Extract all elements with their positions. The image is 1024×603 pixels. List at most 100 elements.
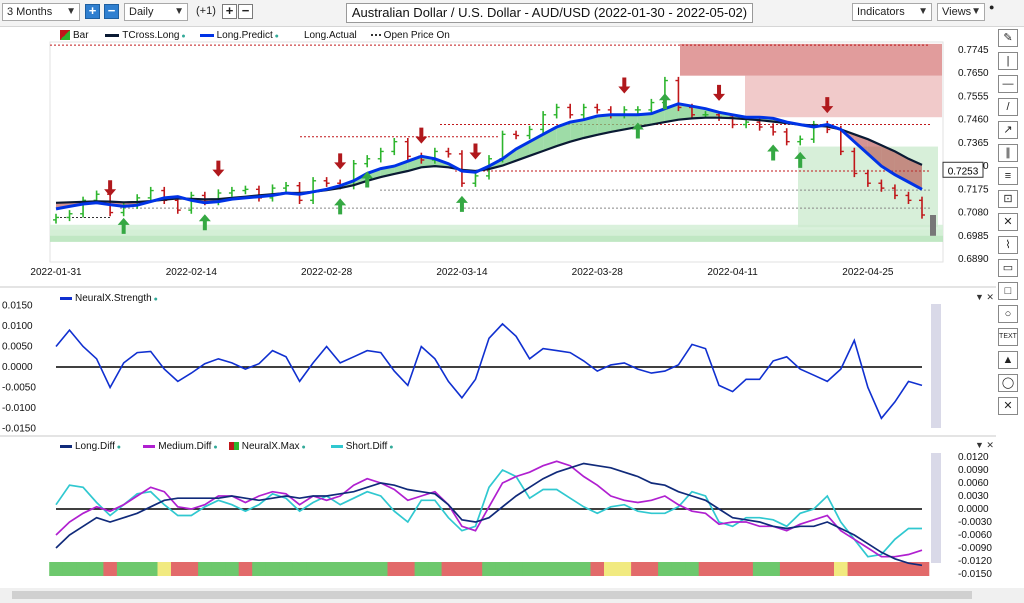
measure-icon[interactable]: ⊡ (998, 190, 1018, 208)
sell-signal-arrow-icon (212, 160, 225, 177)
zoom-out-button[interactable]: − (104, 4, 119, 19)
bar-legend[interactable]: Bar (60, 30, 89, 41)
callout-icon[interactable]: ▭ (998, 259, 1018, 277)
channel-icon[interactable]: ∥ (998, 144, 1018, 162)
strength-panel[interactable]: 0.0150 0.0100 0.0050 0.0000 -0.0050 -0.0100 -0… (2, 301, 941, 435)
cross-icon[interactable]: ✕ (998, 213, 1018, 231)
main-legend: Bar TCross.Long ● Long.Predict ● Long.Ac… (60, 30, 450, 41)
neuralx-max-cell (793, 562, 808, 576)
neuralx-max-cell (103, 562, 118, 576)
chevron-down-icon: ▼ (66, 6, 76, 17)
neuralx-max-cell (820, 562, 835, 576)
pencil-icon[interactable]: ✎ (998, 29, 1018, 47)
cross-fill-segment (610, 114, 625, 132)
trend-line-icon[interactable]: / (998, 98, 1018, 116)
panel-menu-icon[interactable]: ▼ ✕ (975, 292, 994, 302)
strength-tick-label: 0.0050 (2, 342, 33, 353)
buy-signal-arrow-icon (794, 151, 807, 168)
price-panel[interactable]: 0.77450.76500.75550.74600.73650.72700.71… (30, 41, 989, 278)
period-dropdown[interactable]: 3 Months ▼ (2, 3, 80, 21)
diff-tick-label: -0.0060 (958, 530, 992, 541)
rectangle-icon[interactable]: □ (998, 282, 1018, 300)
interval-dropdown[interactable]: Daily ▼ (124, 3, 188, 21)
horizontal-line-icon[interactable]: — (998, 75, 1018, 93)
neuralx-max-cell (171, 562, 186, 576)
offset-minus-button[interactable]: − (238, 4, 253, 19)
neuralx-max-cell (292, 562, 307, 576)
vertical-line-icon[interactable]: | (998, 52, 1018, 70)
circle-icon[interactable]: ◯ (998, 374, 1018, 392)
diff-panel[interactable]: 0.0120 0.0090 0.0060 0.0030 0.0000 -0.0030 -0.… (0, 286, 1024, 603)
buy-signal-arrow-icon (631, 122, 644, 139)
neuralx-max-cell (116, 562, 131, 576)
buy-signal-arrow-icon (455, 195, 468, 212)
neuralx-max-cell (888, 562, 903, 576)
neuralx-max-cell (157, 562, 172, 576)
cross-fill-segment (529, 134, 544, 156)
neuralx-max-cell (631, 562, 646, 576)
short-diff-legend[interactable]: Short.Diff ● (330, 441, 393, 452)
panel-menu-icon[interactable]: ▼ ✕ (975, 440, 994, 450)
neuralx-max-cell (698, 562, 713, 576)
neuralx-max-cell (252, 562, 267, 576)
neuralx-max-cell (536, 562, 551, 576)
neuralx-max-cell (604, 562, 619, 576)
diff-tick-label: -0.0150 (958, 569, 992, 580)
neuralx-max-cell (265, 562, 280, 576)
drawing-toolbar: ✎ | — / ↗ ∥ ≡ ⊡ ✕ ⌇ ▭ □ ○ TEXT ▲ ◯ ✕ (998, 26, 1022, 415)
diff-scroll-track (931, 453, 941, 563)
strength-legend[interactable]: NeuralX.Strength ● (60, 293, 158, 304)
offset-plus-button[interactable]: + (222, 4, 237, 19)
strength-tick-label: 0.0000 (2, 362, 33, 373)
text-icon[interactable]: TEXT (998, 328, 1018, 346)
date-tick-label: 2022-01-31 (30, 267, 82, 278)
date-tick-label: 2022-02-14 (166, 267, 218, 278)
neuralx-max-cell (184, 562, 199, 576)
neuralx-max-cell (279, 562, 294, 576)
tcross-legend[interactable]: TCross.Long ● (105, 30, 186, 41)
actual-legend[interactable]: Long.Actual (303, 30, 357, 41)
sell-signal-arrow-icon (821, 97, 834, 114)
open-legend[interactable]: Open Price On (370, 30, 450, 41)
range-zone-green (50, 224, 943, 236)
medium-diff-legend[interactable]: Medium.Diff ● (143, 441, 218, 452)
chevron-down-icon: ▼ (918, 6, 928, 17)
triangle-icon[interactable]: ▲ (998, 351, 1018, 369)
pin-icon[interactable]: ● (989, 2, 995, 12)
chart-title: Australian Dollar / U.S. Dollar - AUD/US… (346, 3, 753, 23)
long-diff-legend[interactable]: Long.Diff ● (60, 441, 121, 452)
neuralx-max-cell (89, 562, 104, 576)
neuralx-max-cell (807, 562, 822, 576)
indicators-label: Indicators (857, 6, 905, 18)
neuralx-max-cell (76, 562, 91, 576)
indicators-dropdown[interactable]: Indicators ▼ (852, 3, 932, 21)
neuralx-max-cell (62, 562, 77, 576)
ellipse-icon[interactable]: ○ (998, 305, 1018, 323)
max-legend[interactable]: NeuralX.Max ● (228, 441, 306, 452)
neuralx-max-cell (306, 562, 321, 576)
diff-tick-label: 0.0090 (958, 465, 989, 476)
price-scroll-handle (930, 215, 936, 236)
diff-tick-label: 0.0030 (958, 491, 989, 502)
toolbar: 3 Months ▼ + − Daily ▼ (+1) + − Australi… (0, 0, 1024, 27)
date-tick-label: 2022-03-28 (572, 267, 624, 278)
line-swatch-icon (143, 444, 156, 448)
ray-icon[interactable]: ↗ (998, 121, 1018, 139)
diff-tick-label: -0.0090 (958, 543, 992, 554)
neuralx-max-cell (563, 562, 578, 576)
neuralx-max-cell (739, 562, 754, 576)
zoom-in-button[interactable]: + (85, 4, 100, 19)
neuralx-max-cell (360, 562, 375, 576)
cross-fill-segment (624, 114, 638, 130)
cross-fill-segment (583, 116, 598, 138)
strength-tick-label: 0.0100 (2, 321, 33, 332)
brush-icon[interactable]: ⌇ (998, 236, 1018, 254)
scrollbar-thumb (12, 591, 972, 599)
predict-legend[interactable]: Long.Predict ● (199, 30, 279, 41)
delete-icon[interactable]: ✕ (998, 397, 1018, 415)
cross-fill-segment (894, 151, 909, 182)
fibonacci-icon[interactable]: ≡ (998, 167, 1018, 185)
neuralx-max-cell (752, 562, 767, 576)
views-dropdown[interactable]: Views ▼ (937, 3, 985, 21)
